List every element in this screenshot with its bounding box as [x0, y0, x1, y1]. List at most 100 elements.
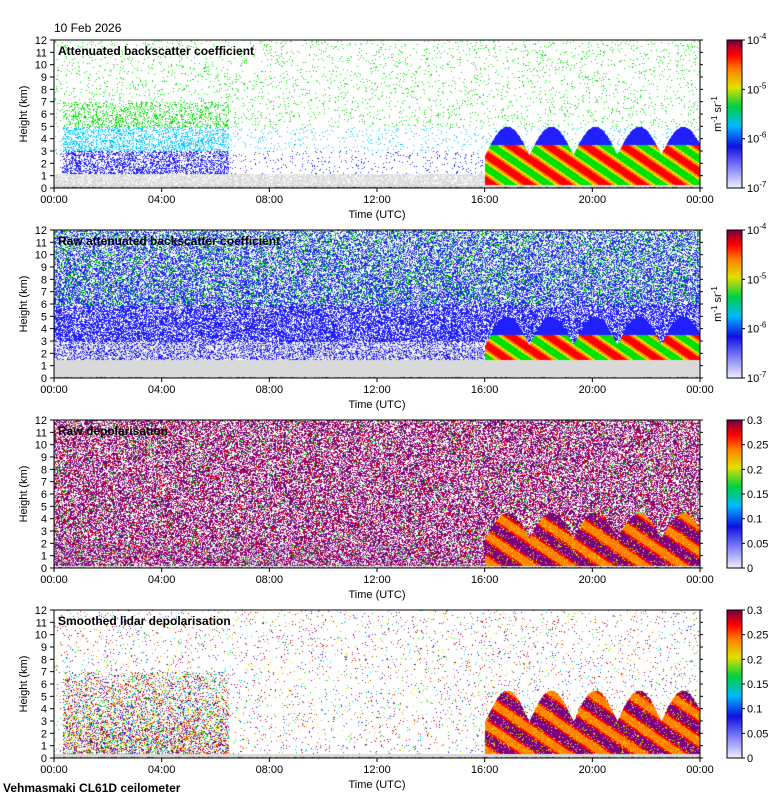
- footer-label: Vehmasmaki CL61D ceilometer: [3, 781, 181, 795]
- y-tick-label: 11: [36, 427, 47, 439]
- panel-4: Smoothed lidar depolarisation01234567891…: [18, 605, 768, 791]
- x-tick-label: 00:00: [686, 194, 714, 206]
- date-label: 10 Feb 2026: [54, 21, 122, 35]
- heatmap-field: [54, 40, 700, 188]
- y-tick-label: 4: [41, 514, 47, 526]
- x-tick-label: 04:00: [148, 574, 176, 586]
- y-tick-label: 3: [41, 146, 47, 158]
- y-tick-label: 7: [41, 477, 47, 489]
- x-tick-label: 20:00: [579, 384, 607, 396]
- heatmap-field: [54, 610, 700, 758]
- colorbar-tick-label: 0.2: [747, 464, 762, 476]
- y-tick-label: 6: [41, 109, 47, 121]
- x-axis-label: Time (UTC): [348, 779, 405, 791]
- x-tick-label: 04:00: [148, 194, 176, 206]
- y-tick-label: 5: [41, 121, 47, 133]
- colorbar-tick-label: 0.2: [747, 654, 762, 666]
- y-tick-label: 1: [41, 171, 47, 183]
- colorbar: [726, 39, 743, 189]
- y-tick-label: 8: [41, 274, 47, 286]
- y-tick-label: 12: [35, 415, 47, 427]
- y-tick-label: 10: [35, 630, 47, 642]
- colorbar-tick-label: 0.1: [747, 514, 762, 526]
- x-tick-label: 08:00: [256, 574, 284, 586]
- y-tick-label: 3: [41, 716, 47, 728]
- panel-1: Attenuated backscatter coefficient012345…: [18, 32, 767, 221]
- y-axis-label: Height (km): [18, 466, 30, 523]
- y-tick-label: 10: [35, 60, 47, 72]
- y-axis-label: Height (km): [18, 656, 30, 713]
- y-tick-label: 0: [41, 753, 47, 765]
- x-tick-label: 00:00: [40, 384, 68, 396]
- y-tick-label: 8: [41, 84, 47, 96]
- y-tick-label: 2: [41, 158, 47, 170]
- colorbar-tick-label: 0.1: [747, 704, 762, 716]
- y-tick-label: 7: [41, 287, 47, 299]
- x-tick-label: 00:00: [40, 764, 68, 776]
- colorbar-tick-label: 0.05: [747, 728, 768, 740]
- y-tick-label: 10: [35, 440, 47, 452]
- colorbar-tick-label: 0.25: [747, 440, 768, 452]
- y-tick-label: 4: [41, 324, 47, 336]
- y-tick-label: 9: [41, 262, 47, 274]
- colorbar-unit: m-1 sr-1: [710, 286, 724, 322]
- y-tick-label: 6: [41, 489, 47, 501]
- x-tick-label: 04:00: [148, 764, 176, 776]
- y-tick-label: 8: [41, 464, 47, 476]
- x-tick-label: 20:00: [579, 764, 607, 776]
- colorbar: [726, 419, 743, 569]
- colorbar-tick-label: 10-5: [747, 81, 767, 96]
- panel-title: Attenuated backscatter coefficient: [58, 44, 254, 58]
- panel-title: Smoothed lidar depolarisation: [58, 614, 231, 628]
- y-tick-label: 0: [41, 183, 47, 195]
- y-axis-label: Height (km): [18, 276, 30, 333]
- y-tick-label: 12: [35, 605, 47, 617]
- y-tick-label: 8: [41, 654, 47, 666]
- x-tick-label: 16:00: [471, 384, 499, 396]
- x-tick-label: 12:00: [363, 194, 391, 206]
- x-axis-label: Time (UTC): [348, 589, 405, 601]
- y-tick-label: 7: [41, 97, 47, 109]
- y-tick-label: 2: [41, 728, 47, 740]
- panels-layer: Attenuated backscatter coefficient012345…: [18, 32, 768, 791]
- x-tick-label: 00:00: [40, 574, 68, 586]
- x-tick-label: 20:00: [579, 194, 607, 206]
- y-tick-label: 12: [35, 35, 47, 47]
- y-tick-label: 2: [41, 348, 47, 360]
- x-axis-label: Time (UTC): [348, 209, 405, 221]
- y-tick-label: 9: [41, 642, 47, 654]
- x-tick-label: 08:00: [256, 764, 284, 776]
- y-tick-label: 7: [41, 667, 47, 679]
- x-tick-label: 16:00: [471, 764, 499, 776]
- x-tick-label: 08:00: [256, 194, 284, 206]
- panel-2: Raw attenuated backscatter coefficient01…: [18, 222, 767, 411]
- y-tick-label: 6: [41, 299, 47, 311]
- colorbar-tick-label: 0.25: [747, 630, 768, 642]
- x-tick-label: 00:00: [686, 384, 714, 396]
- x-tick-label: 12:00: [363, 574, 391, 586]
- colorbar-tick-label: 10-6: [747, 321, 767, 336]
- colorbar-tick-label: 10-6: [747, 131, 767, 146]
- x-tick-label: 00:00: [40, 194, 68, 206]
- x-tick-label: 20:00: [579, 574, 607, 586]
- y-tick-label: 11: [36, 47, 47, 59]
- x-tick-label: 04:00: [148, 384, 176, 396]
- y-tick-label: 9: [41, 452, 47, 464]
- colorbar-tick-label: 10-4: [747, 32, 767, 47]
- colorbar-tick-label: 0: [747, 563, 753, 575]
- colorbar-tick-label: 0.05: [747, 538, 768, 550]
- y-tick-label: 2: [41, 538, 47, 550]
- y-tick-label: 5: [41, 311, 47, 323]
- y-tick-label: 3: [41, 526, 47, 538]
- x-tick-label: 12:00: [363, 764, 391, 776]
- colorbar-tick-label: 10-7: [747, 370, 767, 385]
- colorbar-tick-label: 0.3: [747, 605, 762, 617]
- x-tick-label: 00:00: [686, 764, 714, 776]
- colorbar: [726, 229, 743, 379]
- colorbar-tick-label: 0.15: [747, 489, 768, 501]
- x-tick-label: 00:00: [686, 574, 714, 586]
- y-tick-label: 5: [41, 691, 47, 703]
- x-axis-label: Time (UTC): [348, 399, 405, 411]
- panel-title: Raw attenuated backscatter coefficient: [58, 234, 280, 248]
- colorbar-tick-label: 10-7: [747, 180, 767, 195]
